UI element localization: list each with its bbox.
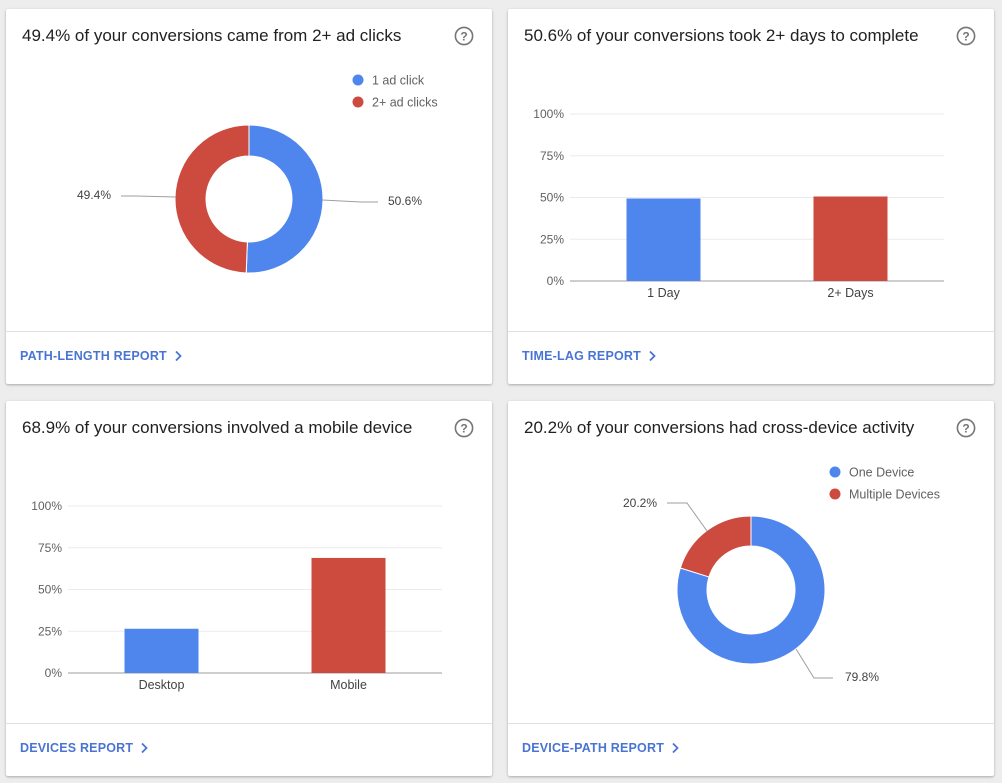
leader-line <box>667 502 708 532</box>
slice-value-label: 49.4% <box>77 188 111 202</box>
path-length-report-link[interactable]: PATH-LENGTH REPORT <box>20 349 183 363</box>
device-path-donut-chart: 79.8% 20.2% One Device Multiple Devices <box>623 466 940 685</box>
leader-line <box>121 195 177 198</box>
devices-bar-chart: 0% 25% 50% 75% 100% Desktop Mobile <box>31 499 442 692</box>
chevron-right-icon <box>649 350 656 362</box>
time-lag-report-link[interactable]: TIME-LAG REPORT <box>522 349 657 363</box>
question-circle-icon[interactable]: ? <box>956 418 976 438</box>
card-title: 20.2% of your conversions had cross-devi… <box>524 418 915 437</box>
link-label: DEVICE-PATH REPORT <box>522 741 665 755</box>
card-title: 68.9% of your conversions involved a mob… <box>22 418 413 437</box>
x-tick-label: 1 Day <box>647 286 680 300</box>
legend-label: 1 ad click <box>372 74 425 88</box>
link-label: DEVICES REPORT <box>20 741 134 755</box>
donut-slice-2-ad-clicks[interactable] <box>174 124 250 274</box>
y-tick-label: 50% <box>540 191 564 205</box>
devices-report-link[interactable]: DEVICES REPORT <box>20 741 149 755</box>
bar-mobile[interactable] <box>311 557 386 673</box>
y-tick-label: 100% <box>533 107 564 121</box>
y-tick-label: 75% <box>540 149 564 163</box>
svg-text:?: ? <box>962 29 969 43</box>
donut-slice-1-ad-click[interactable] <box>245 124 324 274</box>
y-tick-label: 0% <box>45 666 63 680</box>
legend-swatch <box>829 466 841 478</box>
svg-text:?: ? <box>460 421 467 435</box>
leader-line <box>795 648 833 679</box>
donut-slice-one-device[interactable] <box>676 515 826 665</box>
time-lag-bar-chart: 0% 25% 50% 75% 100% 1 Day 2+ Days <box>533 107 944 300</box>
y-tick-label: 0% <box>547 274 565 288</box>
slice-value-label: 79.8% <box>845 670 879 684</box>
question-circle-icon[interactable]: ? <box>454 26 474 46</box>
bar-desktop[interactable] <box>124 628 199 673</box>
x-tick-label: Mobile <box>330 678 367 692</box>
legend-label: 2+ ad clicks <box>372 96 438 110</box>
bar-2-days[interactable] <box>813 196 888 281</box>
donut-slice-multiple-devices[interactable] <box>679 515 752 578</box>
legend-swatch <box>352 96 364 108</box>
link-label: TIME-LAG REPORT <box>522 349 641 363</box>
card-title: 49.4% of your conversions came from 2+ a… <box>22 26 402 45</box>
x-tick-label: Desktop <box>139 678 185 692</box>
y-tick-label: 25% <box>38 624 62 638</box>
card-divider <box>6 331 492 332</box>
y-tick-label: 25% <box>540 232 564 246</box>
card-title: 50.6% of your conversions took 2+ days t… <box>524 26 919 45</box>
question-circle-icon[interactable]: ? <box>956 26 976 46</box>
bar-1-day[interactable] <box>626 198 701 281</box>
question-circle-icon[interactable]: ? <box>454 418 474 438</box>
card-divider <box>6 723 492 724</box>
device-path-report-link[interactable]: DEVICE-PATH REPORT <box>522 741 680 755</box>
y-tick-label: 75% <box>38 541 62 555</box>
path-length-donut-chart: 50.6% 49.4% 1 ad click 2+ ad clicks <box>77 74 438 274</box>
y-tick-label: 100% <box>31 499 62 513</box>
svg-text:?: ? <box>460 29 467 43</box>
legend-swatch <box>352 74 364 86</box>
legend-label: Multiple Devices <box>849 488 940 502</box>
time-lag-card: 50.6% of your conversions took 2+ days t… <box>508 9 994 384</box>
svg-text:?: ? <box>962 421 969 435</box>
legend-label: One Device <box>849 466 914 480</box>
y-tick-label: 50% <box>38 583 62 597</box>
device-path-card: 20.2% of your conversions had cross-devi… <box>508 401 994 776</box>
card-divider <box>508 723 994 724</box>
legend-swatch <box>829 488 841 500</box>
x-tick-label: 2+ Days <box>827 286 873 300</box>
devices-card: 68.9% of your conversions involved a mob… <box>6 401 492 776</box>
card-divider <box>508 331 994 332</box>
chevron-right-icon <box>141 742 149 754</box>
slice-value-label: 50.6% <box>388 194 422 208</box>
link-label: PATH-LENGTH REPORT <box>20 349 167 363</box>
chevron-right-icon <box>175 350 182 362</box>
leader-line <box>321 199 378 203</box>
slice-value-label: 20.2% <box>623 496 657 510</box>
chevron-right-icon <box>672 742 679 754</box>
path-length-card: 49.4% of your conversions came from 2+ a… <box>6 9 492 384</box>
